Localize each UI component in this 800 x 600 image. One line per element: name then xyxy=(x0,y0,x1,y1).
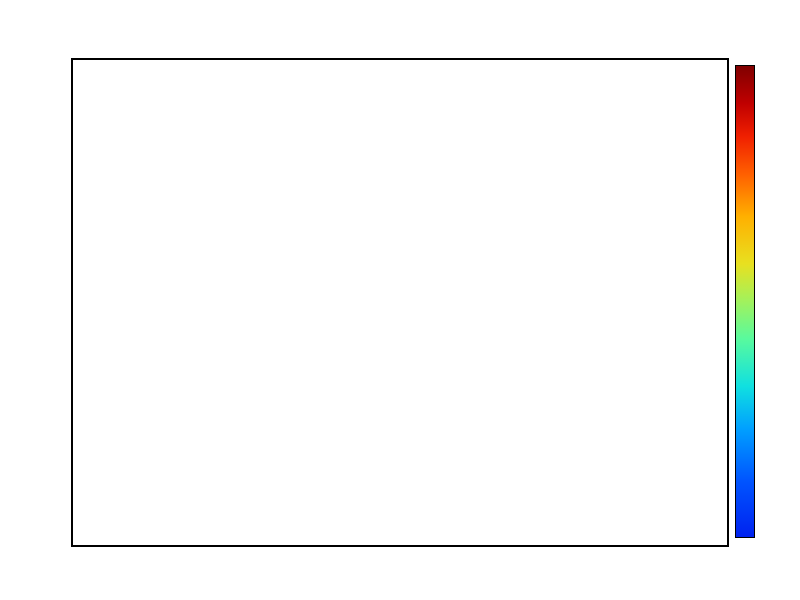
velocity-map-canvas xyxy=(73,60,727,545)
colorbar xyxy=(735,65,755,538)
